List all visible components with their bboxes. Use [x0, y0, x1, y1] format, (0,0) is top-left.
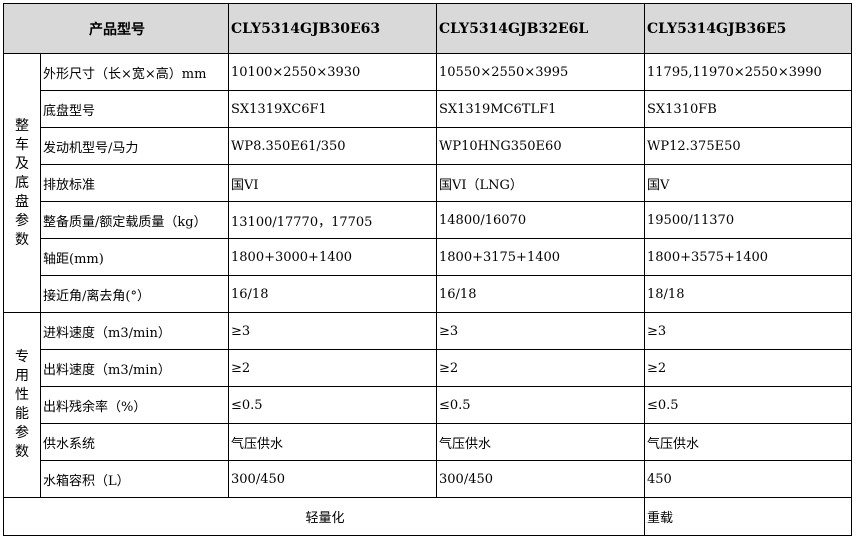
table-row: 出料速度（m3/min） ≥2 ≥2 ≥2 [4, 349, 852, 387]
param-value: ≥2 [228, 349, 437, 387]
param-name: 进料速度（m3/min） [40, 312, 229, 350]
param-value: 气压供水 [228, 423, 437, 461]
param-value: 气压供水 [644, 423, 852, 461]
param-value: 300/450 [436, 460, 645, 498]
lightweight-label: 轻量化 [3, 497, 645, 536]
table-row: 底盘型号 SX1319XC6F1 SX1319MC6TLF1 SX1310FB [4, 90, 852, 128]
param-value: 气压供水 [436, 423, 645, 461]
param-name: 供水系统 [40, 423, 229, 461]
param-name: 外形尺寸（长×宽×高）mm [40, 53, 229, 91]
param-value: 10100×2550×3930 [228, 53, 437, 91]
param-value: ≤0.5 [228, 386, 437, 424]
param-value: SX1319XC6F1 [228, 90, 437, 128]
model-3: CLY5314GJB36E5 [644, 3, 852, 54]
param-name: 底盘型号 [40, 90, 229, 128]
group-label: 专用性能参数 [3, 312, 41, 498]
param-name: 排放标准 [40, 164, 229, 202]
param-value: ≥3 [436, 312, 645, 350]
param-value: 300/450 [228, 460, 437, 498]
footer-row: 轻量化 重载 [3, 497, 852, 536]
param-value: 19500/11370 [644, 201, 852, 239]
param-value: 1800+3575+1400 [644, 238, 852, 276]
param-value: WP10HNG350E60 [436, 127, 645, 165]
param-value: SX1319MC6TLF1 [436, 90, 645, 128]
param-value: 国V [644, 164, 852, 202]
param-value: ≥2 [644, 349, 852, 387]
param-value: 10550×2550×3995 [436, 53, 645, 91]
param-value: ≥3 [228, 312, 437, 350]
table-row: 水箱容积（L） 300/450 300/450 450 [4, 460, 852, 498]
param-value: ≤0.5 [436, 386, 645, 424]
param-value: 16/18 [436, 275, 645, 313]
param-name: 出料速度（m3/min） [40, 349, 229, 387]
group-label-text: 专用性能参数 [15, 349, 29, 460]
param-name: 接近角/离去角(°） [40, 275, 229, 313]
table-row: 供水系统 气压供水 气压供水 气压供水 [4, 423, 852, 461]
table-row: 专用性能参数 进料速度（m3/min） ≥3 ≥3 ≥3 [3, 312, 852, 498]
table-row: 接近角/离去角(°） 16/18 16/18 18/18 [4, 275, 852, 313]
param-value: ≤0.5 [644, 386, 852, 424]
table-row: 轴距(mm) 1800+3000+1400 1800+3175+1400 1800+3… [4, 238, 852, 276]
param-name: 轴距(mm) [40, 238, 229, 276]
param-name: 发动机型号/马力 [40, 127, 229, 165]
param-value: 13100/17770，17705 [228, 201, 437, 239]
param-value: 18/18 [644, 275, 852, 313]
product-model-label: 产品型号 [3, 3, 229, 54]
spec-table: 产品型号 CLY5314GJB30E63 CLY5314GJB32E6L CLY… [3, 3, 852, 536]
model-2: CLY5314GJB32E6L [436, 3, 645, 54]
param-name: 整备质量/额定载质量（kg） [40, 201, 229, 239]
table-row: 整备质量/额定载质量（kg） 13100/17770，17705 14800/160… [4, 201, 852, 239]
param-value: 1800+3175+1400 [436, 238, 645, 276]
param-value: ≥3 [644, 312, 852, 350]
group-label: 整车及底盘参数 [3, 53, 41, 313]
param-value: 1800+3000+1400 [228, 238, 437, 276]
param-value: ≥2 [436, 349, 645, 387]
param-value: 国VI [228, 164, 437, 202]
param-name: 出料残余率（%） [40, 386, 229, 424]
header-row: 产品型号 CLY5314GJB30E63 CLY5314GJB32E6L CLY… [3, 3, 852, 54]
table-row: 整车及底盘参数 外形尺寸（长×宽×高）mm 10100×2550×3930 10550… [3, 53, 852, 313]
param-value: SX1310FB [644, 90, 852, 128]
param-value: WP12.375E50 [644, 127, 852, 165]
param-value: 14800/16070 [436, 201, 645, 239]
heavy-label: 重载 [644, 497, 852, 536]
table-row: 出料残余率（%） ≤0.5 ≤0.5 ≤0.5 [4, 386, 852, 424]
param-value: WP8.350E61/350 [228, 127, 437, 165]
param-value: 450 [644, 460, 852, 498]
param-value: 国VI（LNG） [436, 164, 645, 202]
param-name: 水箱容积（L） [40, 460, 229, 498]
model-1: CLY5314GJB30E63 [228, 3, 437, 54]
table-row: 排放标准 国VI 国VI（LNG） 国V [4, 164, 852, 202]
param-value: 16/18 [228, 275, 437, 313]
param-value: 11795,11970×2550×3990 [644, 53, 852, 91]
table-row: 发动机型号/马力 WP8.350E61/350 WP10HNG350E60 WP12.… [4, 127, 852, 165]
group-label-text: 整车及底盘参数 [15, 117, 29, 248]
